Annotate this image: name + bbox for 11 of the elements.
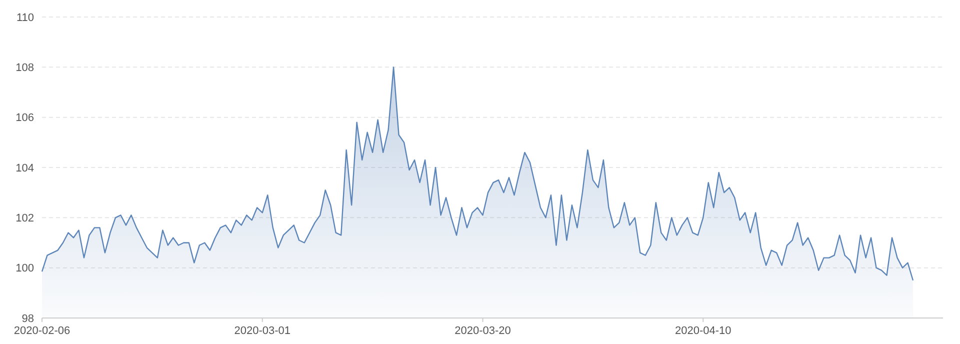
y-tick-label: 98	[22, 312, 34, 325]
y-tick-label: 104	[16, 162, 34, 174]
y-tick-label: 102	[16, 212, 34, 225]
x-tick-label: 2020-02-06	[14, 325, 70, 337]
y-tick-label: 108	[16, 62, 34, 74]
x-tick-label: 2020-03-20	[454, 325, 511, 337]
x-tick-label: 2020-03-01	[234, 325, 291, 337]
x-tick-label: 2020-04-10	[674, 325, 732, 337]
y-tick-label: 100	[16, 262, 34, 275]
y-tick-label: 106	[16, 112, 34, 124]
y-tick-label: 110	[16, 12, 34, 24]
